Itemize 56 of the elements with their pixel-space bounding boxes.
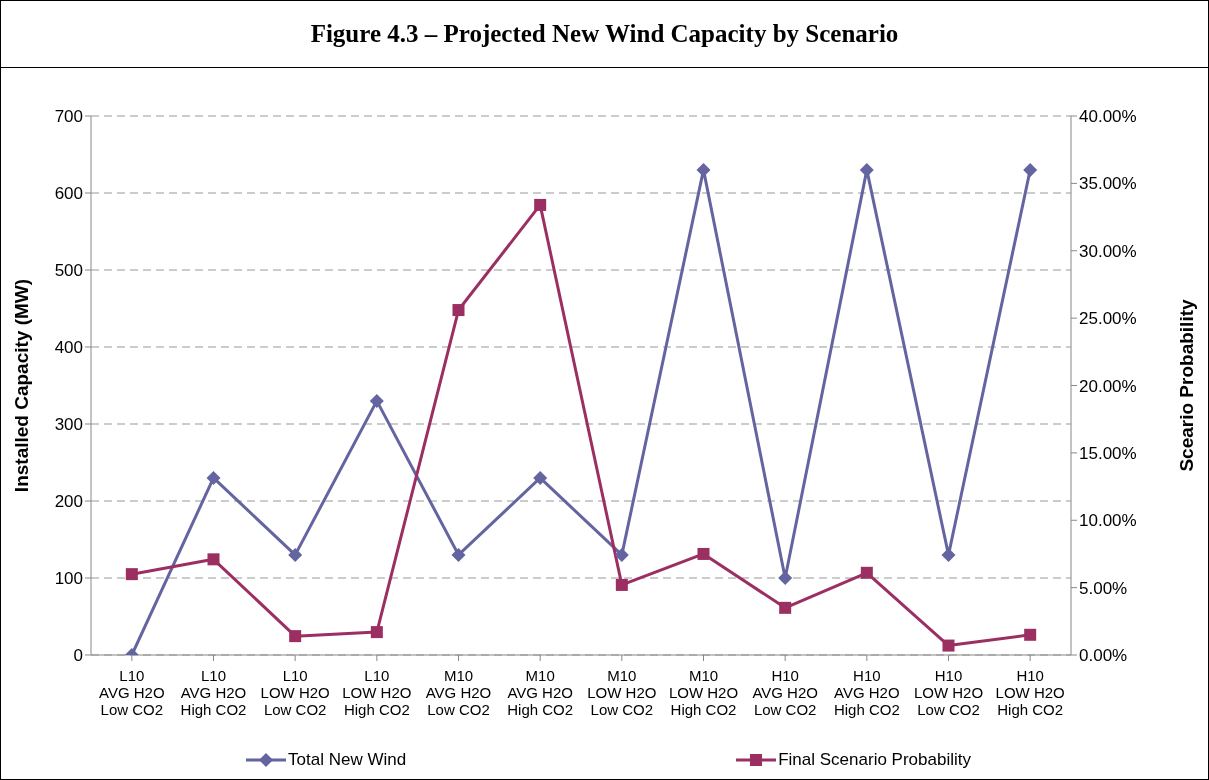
point: [289, 630, 302, 643]
y2-tick-label: 35.00%: [1079, 174, 1137, 194]
point: [451, 547, 466, 562]
y-tick-label: 100: [54, 569, 83, 589]
y-tick-label: 200: [54, 492, 83, 512]
point: [125, 568, 138, 581]
point: [207, 553, 220, 566]
y2-tick-label: 15.00%: [1079, 443, 1137, 463]
x-tick-label: H10 LOW H2O Low CO2: [913, 667, 984, 718]
point: [534, 198, 547, 211]
point: [369, 393, 384, 408]
point: [860, 566, 873, 579]
point: [1024, 628, 1037, 641]
y2-axis-title: Sceario Probability: [1175, 299, 1197, 472]
y-tick-label: 600: [54, 184, 83, 204]
point: [206, 470, 221, 485]
point: [452, 304, 465, 317]
y2-tick-label: 5.00%: [1079, 578, 1128, 598]
x-tick-label: H10 AVG H2O High CO2: [833, 667, 900, 718]
point: [370, 626, 383, 639]
x-tick-label: L10 LOW H2O Low CO2: [260, 667, 330, 718]
point: [696, 162, 711, 177]
y-tick-label: 400: [54, 338, 83, 358]
chart-title: Figure 4.3 – Projected New Wind Capacity by Scenario: [310, 20, 899, 48]
y-axis-title: Installed Capacity (MW): [10, 278, 32, 493]
point: [779, 601, 792, 614]
point: [942, 639, 955, 652]
point: [1023, 162, 1038, 177]
x-tick-label: M10 AVG H2O Low CO2: [425, 667, 492, 718]
point: [533, 470, 548, 485]
point: [615, 578, 628, 591]
y-tick-label: 0: [73, 646, 83, 666]
x-tick-label: M10 AVG H2O High CO2: [507, 667, 574, 718]
y-tick-label: 300: [54, 415, 83, 435]
y2-tick-label: 0.00%: [1079, 646, 1128, 666]
y2-tick-label: 20.00%: [1079, 376, 1137, 396]
legend-label: Final Scenario Probability: [778, 750, 971, 770]
x-tick-label: L10 AVG H2O High CO2: [180, 667, 247, 718]
x-tick-label: M10 LOW H2O Low CO2: [587, 667, 657, 718]
x-tick-label: H10 LOW H2O High CO2: [995, 667, 1065, 718]
point: [288, 547, 303, 562]
point: [614, 547, 629, 562]
y2-tick-label: 25.00%: [1079, 309, 1137, 329]
point: [697, 547, 710, 560]
y2-tick-label: 10.00%: [1079, 511, 1137, 531]
x-tick-label: M10 LOW H2O High CO2: [668, 667, 739, 718]
point: [778, 571, 793, 585]
point: [859, 162, 874, 177]
x-tick-label: H10 AVG H2O Low CO2: [752, 667, 818, 718]
y-tick-label: 500: [54, 261, 83, 281]
legend-label: Total New Wind: [288, 750, 407, 770]
y-tick-label: 700: [54, 107, 83, 127]
y2-tick-label: 30.00%: [1079, 241, 1137, 261]
x-tick-label: L10 AVG H2O Low CO2: [99, 667, 165, 718]
y2-tick-label: 40.00%: [1079, 107, 1137, 127]
x-tick-label: L10 LOW H2O High CO2: [342, 667, 412, 718]
